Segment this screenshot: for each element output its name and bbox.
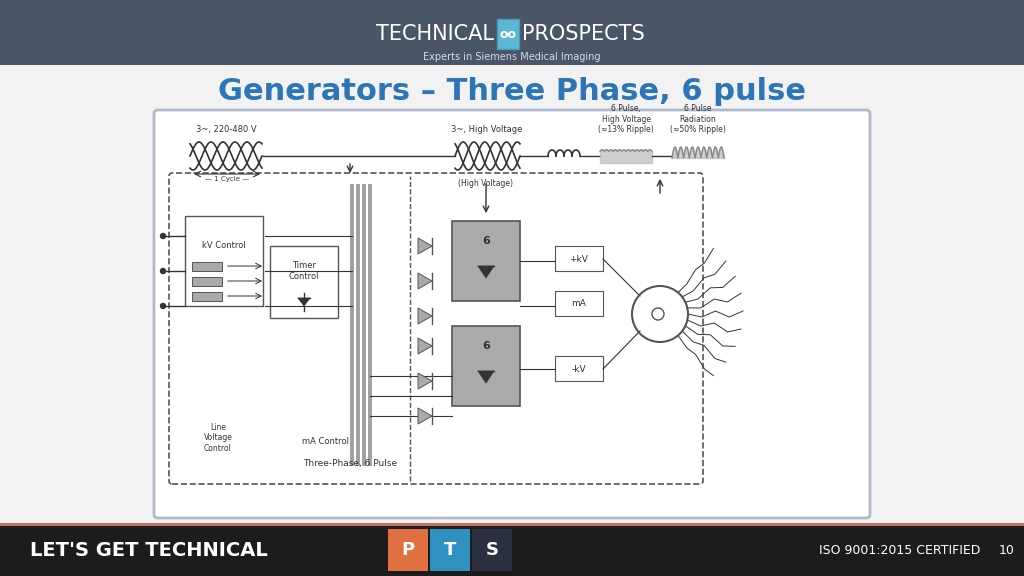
Text: 6: 6 [482,236,489,246]
Bar [193,292,222,301]
Text: T: T [443,541,456,559]
Polygon shape [298,298,310,306]
Polygon shape [478,371,494,383]
Polygon shape [418,338,432,354]
Circle shape [161,268,166,274]
Text: -kV: -kV [571,365,587,373]
Bar [388,529,428,571]
Bar [497,19,519,49]
Text: 10: 10 [999,544,1015,556]
Text: 6 Pulse
Radiation
(≈50% Ripple): 6 Pulse Radiation (≈50% Ripple) [670,104,726,134]
Text: 3~, High Voltage: 3~, High Voltage [452,125,522,134]
Text: oo: oo [500,28,516,40]
Bar [555,246,603,271]
Text: PROSPECTS: PROSPECTS [522,24,645,44]
Bar [193,277,222,286]
Text: Line
Voltage
Control: Line Voltage Control [204,423,232,453]
Polygon shape [478,266,494,278]
Text: (High Voltage): (High Voltage) [459,179,513,188]
Text: +kV: +kV [569,255,589,263]
Text: — 1 Cycle —: — 1 Cycle — [205,176,249,182]
Text: kV Control: kV Control [202,241,246,251]
Text: S: S [485,541,499,559]
Polygon shape [418,408,432,424]
Bar [193,262,222,271]
Text: mA: mA [571,300,587,309]
Bar [555,356,603,381]
Polygon shape [418,238,432,254]
Polygon shape [418,308,432,324]
Text: TECHNICAL: TECHNICAL [376,24,494,44]
Bar [555,291,603,316]
Bar [430,529,470,571]
Text: Experts in Siemens Medical Imaging: Experts in Siemens Medical Imaging [423,52,601,62]
Text: Generators – Three Phase, 6 pulse: Generators – Three Phase, 6 pulse [218,77,806,105]
Polygon shape [418,273,432,289]
Bar [185,216,263,306]
Text: Three-Phase, 6 Pulse: Three-Phase, 6 Pulse [303,459,397,468]
Bar [0,0,1024,65]
Text: 3~, 220-480 V: 3~, 220-480 V [196,125,256,134]
Bar [452,221,520,301]
Text: 6: 6 [482,341,489,351]
Text: ISO 9001:2015 CERTIFIED: ISO 9001:2015 CERTIFIED [819,544,981,556]
Polygon shape [418,373,432,389]
Bar [0,523,1024,526]
Circle shape [161,304,166,309]
FancyBboxPatch shape [154,110,870,518]
Text: mA Control: mA Control [301,437,348,445]
Text: LET'S GET TECHNICAL: LET'S GET TECHNICAL [30,540,267,559]
Bar [452,326,520,406]
Text: 6 Pulse,
High Voltage
(≈13% Ripple): 6 Pulse, High Voltage (≈13% Ripple) [598,104,654,134]
Circle shape [161,233,166,238]
Bar [270,246,338,318]
Text: Timer
Control: Timer Control [289,262,319,281]
Text: P: P [401,541,415,559]
Bar [472,529,512,571]
Bar [0,524,1024,576]
